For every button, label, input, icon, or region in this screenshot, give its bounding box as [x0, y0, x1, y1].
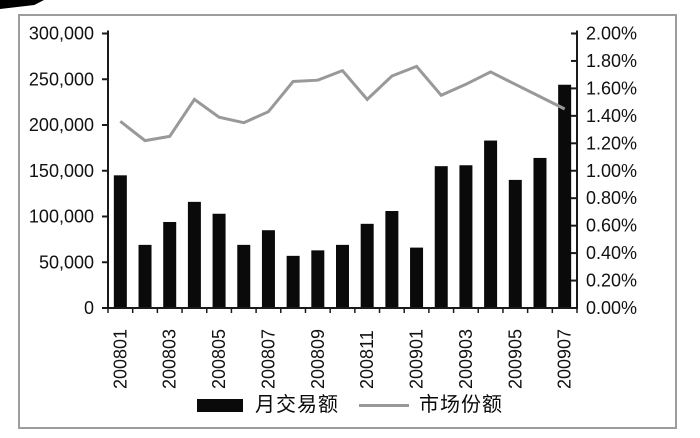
bar-200801 [113, 175, 127, 308]
right-axis-tick-label: 0.00% [586, 298, 637, 318]
legend-bar-label: 月交易额 [255, 394, 339, 416]
legend: 月交易额 市场份额 [0, 394, 700, 416]
left-axis-tick-label: 150,000 [29, 161, 94, 181]
legend-line-swatch-icon [359, 403, 409, 407]
right-axis-tick-label: 1.20% [586, 133, 637, 153]
bar-200804 [187, 201, 201, 308]
x-axis-label-200803: 200803 [160, 329, 180, 389]
legend-bar-swatch-icon [197, 398, 243, 412]
bar-200812 [385, 211, 399, 308]
left-axis-tick-label: 200,000 [29, 115, 94, 135]
bar-200803 [163, 221, 177, 308]
x-axis-label-200811: 200811 [357, 330, 377, 389]
bar-200807 [261, 230, 275, 308]
x-axis-label-200905: 200905 [505, 329, 525, 389]
bar-200806 [237, 244, 251, 308]
right-axis-tick-label: 0.40% [586, 243, 637, 263]
right-axis-tick-label: 0.80% [586, 188, 637, 208]
right-axis-tick-label: 2.00% [586, 24, 637, 44]
x-axis-label-200807: 200807 [258, 329, 278, 389]
right-axis-tick-label: 1.80% [586, 51, 637, 71]
bar-200907 [558, 84, 572, 309]
x-axis-label-200901: 200901 [407, 329, 427, 389]
legend-line-label: 市场份额 [419, 394, 503, 416]
right-axis-tick-label: 1.00% [586, 161, 637, 181]
right-axis-tick-label: 0.20% [586, 271, 637, 291]
right-axis-tick-label: 1.60% [586, 78, 637, 98]
bar-200906 [533, 157, 547, 308]
left-axis-tick-label: 250,000 [29, 69, 94, 89]
bar-200811 [360, 223, 374, 308]
bar-200808 [286, 255, 300, 308]
x-axis-label-200907: 200907 [555, 329, 575, 389]
bar-200810 [336, 244, 349, 308]
right-axis-tick-label: 0.60% [586, 216, 637, 236]
left-axis-tick-label: 50,000 [39, 252, 94, 272]
bar-200903 [459, 165, 473, 308]
bar-200904 [484, 140, 498, 308]
x-axis-label-200801: 200801 [110, 329, 130, 389]
bar-200805 [212, 213, 226, 308]
right-axis-tick-label: 1.40% [586, 106, 637, 126]
bar-200802 [138, 244, 152, 308]
bar-200901 [410, 247, 424, 308]
x-axis-label-200809: 200809 [308, 329, 328, 389]
left-axis-tick-label: 0 [84, 298, 94, 318]
market-share-line [119, 64, 566, 143]
bar-200809 [311, 250, 325, 308]
left-axis-tick-label: 100,000 [29, 207, 94, 227]
x-axis-label-200903: 200903 [456, 329, 476, 389]
bar-200905 [508, 179, 522, 308]
bar-200902 [434, 166, 448, 308]
left-axis-tick-label: 300,000 [29, 24, 94, 44]
scan-artifact [0, 0, 44, 9]
x-axis-label-200805: 200805 [209, 329, 229, 389]
